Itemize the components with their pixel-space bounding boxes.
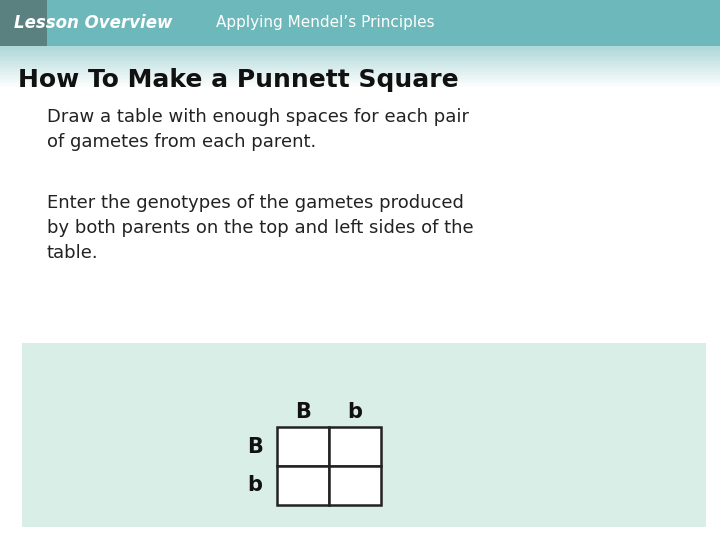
Bar <box>329 466 381 505</box>
Bar <box>0 66 720 68</box>
Bar <box>0 78 720 79</box>
Bar <box>0 57 720 58</box>
Bar <box>0 50 720 51</box>
Text: B: B <box>295 402 311 422</box>
Bar <box>0 59 720 61</box>
Bar <box>329 427 381 466</box>
Bar <box>0 46 720 48</box>
Bar <box>0 69 720 71</box>
Bar <box>22 343 706 526</box>
Bar <box>0 68 720 69</box>
Bar <box>0 56 720 57</box>
Bar <box>0 76 720 78</box>
Bar <box>0 73 720 75</box>
Bar <box>0 82 720 83</box>
Text: Applying Mendel’s Principles: Applying Mendel’s Principles <box>216 16 435 30</box>
Bar <box>0 58 720 59</box>
Bar <box>0 53 720 54</box>
Bar <box>0 0 720 46</box>
Bar <box>0 51 720 53</box>
Bar <box>0 83 720 84</box>
Bar <box>0 48 720 49</box>
Bar <box>0 72 720 73</box>
Bar <box>0 86 720 87</box>
Text: Lesson Overview: Lesson Overview <box>14 14 173 32</box>
Bar <box>0 65 720 66</box>
Bar <box>0 63 720 64</box>
Bar <box>0 49 720 50</box>
Bar <box>0 79 720 80</box>
Text: Enter the genotypes of the gametes produced
by both parents on the top and left : Enter the genotypes of the gametes produ… <box>47 194 474 262</box>
Text: B: B <box>247 436 263 457</box>
Bar <box>277 466 329 505</box>
Bar <box>0 75 720 76</box>
Bar <box>0 80 720 82</box>
Text: Draw a table with enough spaces for each pair
of gametes from each parent.: Draw a table with enough spaces for each… <box>47 108 469 151</box>
Bar <box>0 71 720 72</box>
Text: b: b <box>348 402 362 422</box>
Bar <box>0 0 47 46</box>
Bar <box>0 61 720 63</box>
Bar <box>0 64 720 65</box>
Bar <box>0 84 720 86</box>
Bar <box>0 54 720 56</box>
Text: How To Make a Punnett Square: How To Make a Punnett Square <box>18 68 459 91</box>
Bar <box>277 427 329 466</box>
Text: b: b <box>247 475 262 496</box>
